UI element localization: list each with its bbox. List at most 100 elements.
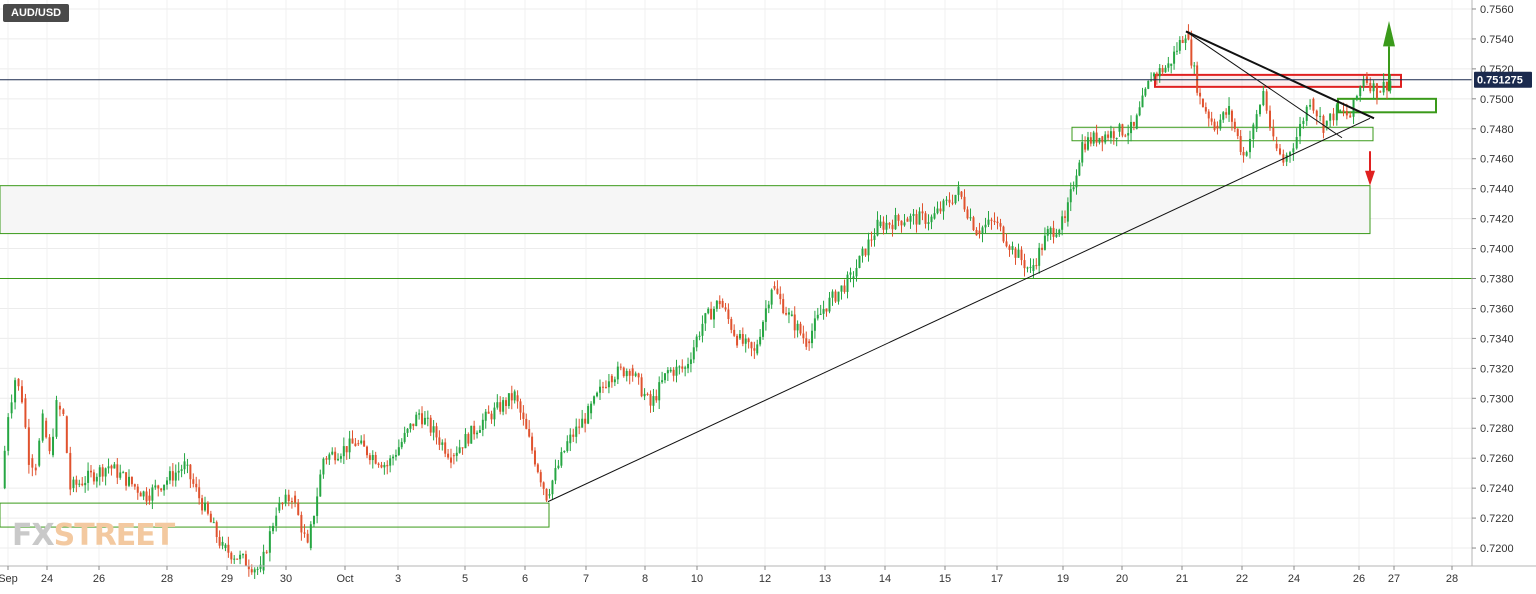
candle-body — [698, 335, 701, 337]
current-price-badge — [1474, 71, 1532, 88]
candle-body — [1342, 110, 1345, 112]
candle-body — [876, 219, 879, 236]
candle-body — [1325, 120, 1328, 126]
y-tick-label-12: 0.7440 — [1480, 184, 1514, 196]
candle-body — [619, 366, 622, 368]
candle-body — [119, 472, 122, 478]
candle-body — [951, 202, 954, 204]
candle-body — [107, 466, 110, 469]
candle-body — [464, 434, 467, 449]
candle-body — [221, 541, 224, 546]
candle-body — [966, 209, 969, 219]
candle-body — [710, 308, 713, 320]
x-tick-label-7: 3 — [395, 573, 401, 585]
candle-body — [960, 191, 963, 197]
candle-body — [113, 464, 116, 469]
candle-body — [681, 366, 684, 369]
candle-body — [593, 396, 596, 404]
candle-body — [84, 482, 87, 486]
candle-body — [180, 469, 183, 471]
candle-body — [157, 485, 160, 489]
candle-body — [1242, 151, 1245, 156]
candle-body — [701, 323, 704, 336]
candle-body — [75, 479, 78, 485]
candle-body — [1230, 110, 1233, 122]
candle-body — [779, 293, 782, 300]
candle-body — [397, 447, 400, 456]
candle-body — [578, 426, 581, 428]
candle-body — [776, 288, 779, 294]
candle-body — [669, 369, 672, 372]
candle-body — [764, 308, 767, 322]
candle-body — [1228, 106, 1231, 115]
candle-body — [1155, 73, 1158, 77]
candle-body — [882, 221, 885, 230]
candle-body — [531, 436, 534, 451]
candle-body — [787, 312, 790, 315]
candle-body — [1092, 132, 1095, 144]
candle-body — [1058, 229, 1061, 235]
y-tick-label-0: 0.7200 — [1480, 543, 1514, 555]
x-tick-label-15: 14 — [879, 573, 891, 585]
candle-body — [7, 417, 10, 451]
candle-body — [319, 474, 322, 497]
candle-body — [1104, 134, 1107, 143]
candle-body — [1239, 136, 1242, 152]
candle-body — [724, 307, 727, 310]
candle-body — [444, 442, 447, 454]
candle-body — [406, 428, 409, 433]
candle-body — [1124, 135, 1127, 137]
candle-body — [1295, 137, 1298, 149]
y-tick-label-1: 0.7220 — [1480, 513, 1514, 525]
y-tick-label-13: 0.7460 — [1480, 154, 1514, 166]
candle-body — [14, 380, 17, 403]
candle-body — [303, 532, 306, 534]
candle-body — [383, 464, 386, 468]
candle-body — [622, 367, 625, 377]
candle-body — [1052, 227, 1055, 237]
x-tick-label-14: 13 — [819, 573, 831, 585]
candle-body — [268, 531, 271, 553]
trend-overlays — [0, 20, 1472, 503]
candle-body — [1265, 91, 1268, 111]
candle-body — [27, 427, 30, 465]
candle-body — [192, 479, 195, 484]
support-zone-large — [0, 185, 1371, 235]
candle-body — [1147, 80, 1150, 89]
candle-body — [1233, 121, 1236, 129]
candle-body — [290, 501, 293, 503]
candle-body — [392, 456, 395, 459]
candle-body — [421, 413, 424, 425]
candle-body — [41, 413, 44, 441]
candle-body — [1002, 226, 1005, 242]
candle-body — [1023, 260, 1026, 269]
x-tick-label-23: 26 — [1353, 573, 1365, 585]
x-tick-label-11: 8 — [642, 573, 648, 585]
candle-body — [227, 544, 230, 553]
candle-body — [198, 487, 201, 499]
candle-body — [972, 217, 975, 230]
candle-body — [604, 386, 607, 388]
candle-body — [707, 308, 710, 314]
candle-body — [793, 314, 796, 331]
x-tick-label-4: 29 — [221, 573, 233, 585]
y-tick-label-17: 0.7540 — [1480, 34, 1514, 46]
candle-body — [897, 215, 900, 221]
candle-body — [715, 300, 718, 309]
candle-body — [259, 564, 262, 569]
y-tick-label-7: 0.7340 — [1480, 333, 1514, 345]
candle-body — [415, 414, 418, 427]
candle-body — [957, 186, 960, 195]
candle-body — [1178, 39, 1181, 51]
candle-body — [1032, 265, 1035, 272]
candle-body — [790, 314, 793, 316]
candle-body — [663, 373, 666, 381]
candle-body — [744, 338, 747, 344]
y-tick-label-14: 0.7480 — [1480, 124, 1514, 136]
candle-body — [1011, 246, 1014, 250]
candle-body — [265, 551, 268, 553]
candle-body — [447, 453, 450, 458]
candle-body — [684, 367, 687, 369]
